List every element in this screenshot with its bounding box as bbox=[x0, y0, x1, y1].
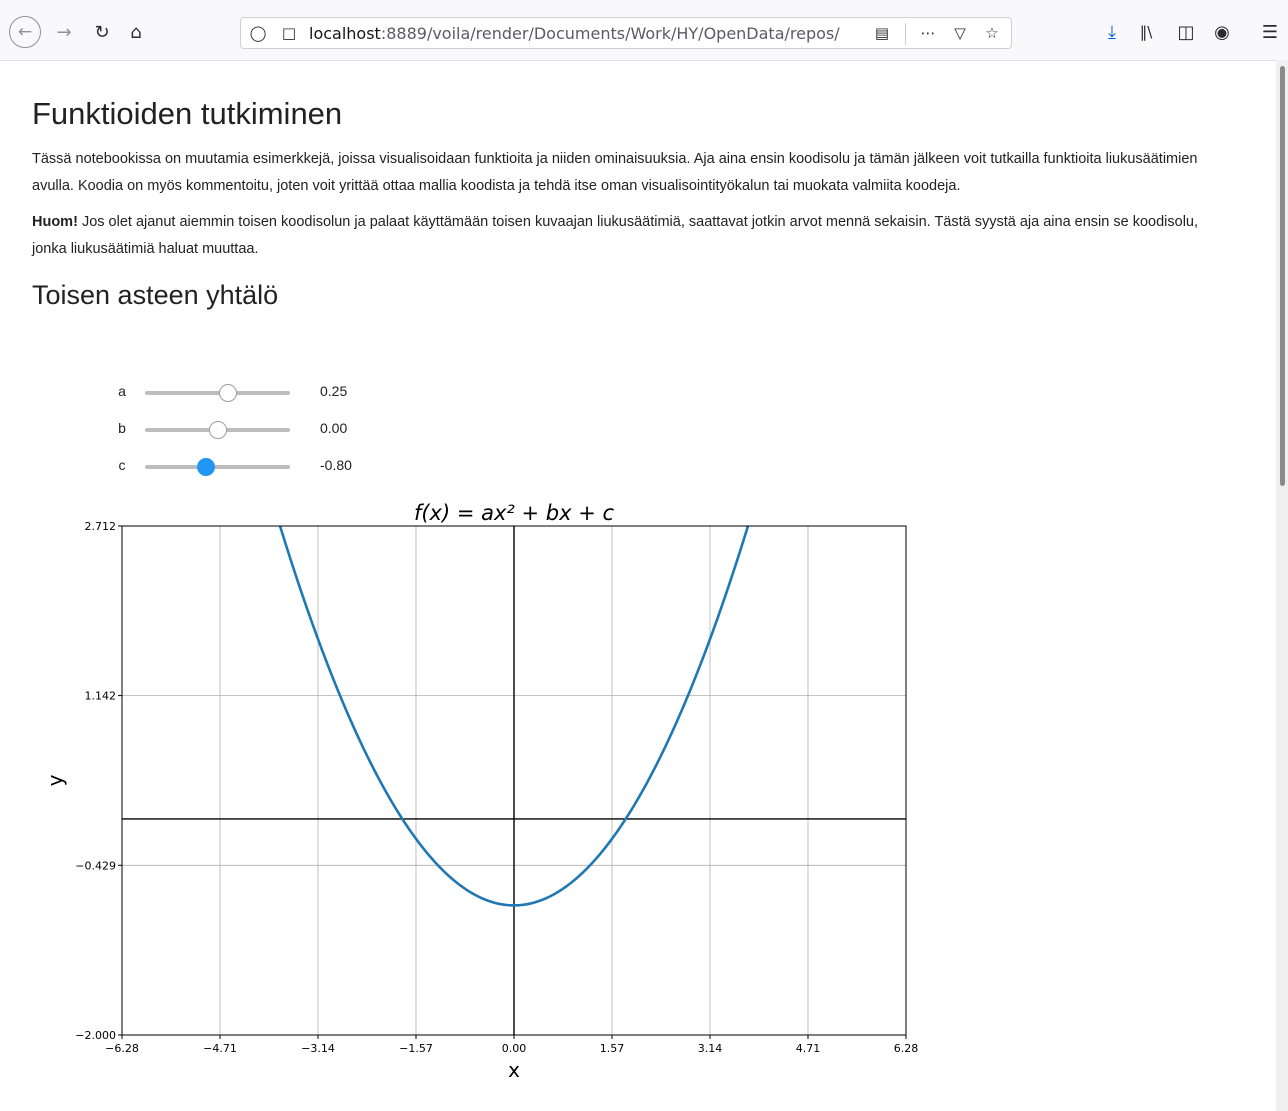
more-actions-icon[interactable]: ⋯ bbox=[920, 24, 936, 42]
x-tick-label: −6.28 bbox=[105, 1042, 139, 1055]
x-tick-label: −4.71 bbox=[203, 1042, 237, 1055]
forward-button[interactable]: → bbox=[48, 16, 80, 48]
x-tick-label: 4.71 bbox=[796, 1042, 821, 1055]
reader-view-icon[interactable]: ▤ bbox=[874, 24, 890, 42]
url-separator bbox=[905, 23, 906, 45]
url-path: :8889/voila/render/Documents/Work/HY/Ope… bbox=[380, 24, 840, 43]
url-host: localhost bbox=[309, 24, 381, 43]
x-tick-label: −3.14 bbox=[301, 1042, 335, 1055]
url-text[interactable]: localhost:8889/voila/render/Documents/Wo… bbox=[309, 24, 869, 43]
chart-title: f(x) = ax² + bx + c bbox=[414, 501, 615, 525]
arrow-left-icon: ← bbox=[9, 16, 41, 48]
menu-button[interactable]: ☰ bbox=[1254, 16, 1286, 48]
library-button[interactable]: ‖\ bbox=[1130, 16, 1162, 48]
download-icon: ⤓ bbox=[1108, 21, 1116, 43]
page-icon: □ bbox=[281, 24, 297, 42]
pocket-icon[interactable]: ▽ bbox=[954, 24, 966, 42]
note-text: Jos olet ajanut aiemmin toisen koodisolu… bbox=[32, 214, 1199, 257]
slider-a-track[interactable] bbox=[145, 384, 290, 402]
slider-b-handle[interactable] bbox=[208, 421, 227, 439]
x-tick-label: 3.14 bbox=[698, 1042, 723, 1055]
slider-c-value: -0.80 bbox=[320, 457, 352, 473]
sidebar-button[interactable]: ◫ bbox=[1170, 16, 1202, 48]
slider-c-label: c bbox=[118, 457, 126, 473]
slider-b-track[interactable] bbox=[145, 421, 290, 439]
account-icon: ◉ bbox=[1214, 21, 1230, 43]
account-button[interactable]: ◉ bbox=[1206, 16, 1238, 48]
reload-button[interactable]: ↻ bbox=[86, 16, 118, 48]
slider-c-track[interactable] bbox=[145, 458, 290, 476]
quadratic-chart: −6.28 −4.71 −3.14 −1.57 0.00 1.57 3.14 4.71 6.28… bbox=[43, 501, 919, 1082]
note-bold-label: Huom! bbox=[32, 214, 78, 230]
slider-a: a 0.25 bbox=[112, 382, 372, 402]
y-tick-label: −2.000 bbox=[75, 1029, 116, 1042]
note-paragraph: Huom! Jos olet ajanut aiemmin toisen koo… bbox=[32, 209, 1232, 262]
downloads-button[interactable]: ⤓ bbox=[1096, 16, 1128, 48]
x-tick-label: −1.57 bbox=[399, 1042, 433, 1055]
y-tick-label: −0.429 bbox=[75, 859, 116, 872]
back-button[interactable]: ← bbox=[9, 16, 41, 48]
home-button[interactable]: ⌂ bbox=[120, 16, 152, 48]
function-curve bbox=[278, 526, 750, 907]
x-tick-label: 6.28 bbox=[894, 1042, 919, 1055]
home-icon: ⌂ bbox=[130, 21, 142, 43]
shield-icon[interactable]: ◯ bbox=[249, 24, 267, 42]
intro-paragraph: Tässä notebookissa on muutamia esimerkke… bbox=[32, 151, 1198, 194]
library-icon: ‖\ bbox=[1139, 23, 1153, 41]
section-title: Toisen asteen yhtälö bbox=[32, 280, 279, 310]
slider-a-value: 0.25 bbox=[320, 383, 348, 399]
x-tick-label: 0.00 bbox=[502, 1042, 527, 1055]
y-axis-label: y bbox=[43, 774, 67, 786]
url-bar[interactable]: ◯ □ localhost:8889/voila/render/Document… bbox=[240, 17, 1012, 49]
x-axis-label: x bbox=[508, 1058, 520, 1082]
page-title: Funktioiden tutkiminen bbox=[32, 96, 343, 131]
browser-toolbar: ← → ↻ ⌂ ◯ □ localhost:8889/voila/render/… bbox=[0, 0, 1288, 61]
x-tick-label: 1.57 bbox=[600, 1042, 625, 1055]
slider-b-value: 0.00 bbox=[320, 420, 348, 436]
bookmark-star-icon[interactable]: ☆ bbox=[985, 24, 999, 42]
slider-c-handle[interactable] bbox=[196, 458, 215, 476]
slider-a-label: a bbox=[118, 383, 126, 399]
page-scrollbar[interactable] bbox=[1276, 60, 1288, 1111]
reload-icon: ↻ bbox=[94, 21, 110, 43]
slider-a-handle[interactable] bbox=[218, 384, 237, 402]
y-tick-label: 2.712 bbox=[85, 520, 117, 533]
sidebar-icon: ◫ bbox=[1177, 21, 1195, 43]
slider-b-label: b bbox=[118, 420, 126, 436]
arrow-right-icon: → bbox=[56, 21, 72, 43]
slider-c: c -0.80 bbox=[112, 456, 372, 476]
scrollbar-thumb[interactable] bbox=[1280, 66, 1285, 486]
slider-b: b 0.00 bbox=[112, 419, 372, 439]
hamburger-menu-icon: ☰ bbox=[1261, 21, 1279, 43]
y-tick-label: 1.142 bbox=[85, 690, 117, 703]
notebook-content: Funktioiden tutkiminen Tässä notebookiss… bbox=[32, 80, 1232, 311]
